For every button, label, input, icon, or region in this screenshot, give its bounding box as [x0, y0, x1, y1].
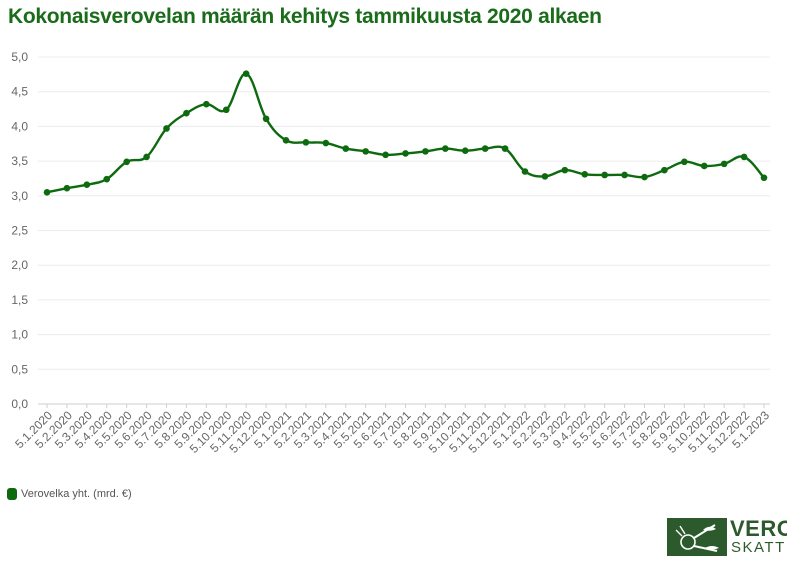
data-point[interactable] — [342, 145, 350, 152]
series-layer — [43, 70, 768, 196]
line-chart: 0,0 0,5 1,0 1,5 2,0 2,5 3,0 3,5 4,0 4,5 5,0 5.1.20… — [11, 50, 772, 456]
data-point[interactable] — [242, 70, 250, 77]
tax-administration-emblem-icon — [667, 518, 727, 556]
data-point[interactable] — [601, 171, 608, 179]
vero-skatt-logo: VERO SKATT — [667, 516, 787, 557]
logo-word-skatt: SKATT — [731, 539, 786, 556]
x-axis-ticks: 5.1.20205.2.20205.3.20205.4.20205.5.2020… — [12, 404, 772, 456]
data-point[interactable] — [481, 145, 489, 152]
data-point[interactable] — [103, 175, 111, 183]
legend-label: Verovelka yht. (mrd. €) — [21, 488, 132, 500]
data-point[interactable] — [262, 115, 270, 123]
y-tick-label: 2,5 — [11, 224, 28, 238]
y-axis-ticks: 0,0 0,5 1,0 1,5 2,0 2,5 3,0 3,5 4,0 4,5 5,0 — [11, 50, 28, 411]
logo-word-vero: VERO — [730, 516, 787, 541]
data-point[interactable] — [621, 171, 628, 179]
data-point[interactable] — [521, 168, 529, 175]
gridlines — [38, 56, 770, 405]
data-point[interactable] — [143, 153, 150, 161]
data-point[interactable] — [302, 139, 310, 146]
data-point[interactable] — [661, 166, 668, 174]
y-tick-label: 0,5 — [11, 362, 28, 376]
data-point[interactable] — [203, 100, 210, 108]
data-point[interactable] — [740, 153, 748, 161]
data-point[interactable] — [581, 170, 589, 178]
y-tick-label: 4,0 — [11, 119, 28, 133]
legend[interactable]: Verovelka yht. (mrd. €) — [7, 488, 132, 500]
data-point[interactable] — [63, 184, 71, 192]
data-point[interactable] — [461, 147, 469, 154]
data-point[interactable] — [700, 162, 708, 170]
y-tick-label: 5,0 — [11, 50, 28, 64]
data-point[interactable] — [322, 139, 330, 147]
data-point[interactable] — [681, 158, 688, 166]
data-point[interactable] — [541, 173, 549, 180]
chart-title: Kokonaisverovelan määrän kehitys tammiku… — [8, 5, 602, 28]
data-point[interactable] — [83, 181, 91, 188]
legend-swatch — [7, 488, 17, 500]
y-tick-label: 3,0 — [11, 189, 28, 203]
data-point[interactable] — [282, 136, 290, 144]
data-point[interactable] — [43, 189, 51, 196]
y-tick-label: 1,0 — [11, 328, 28, 342]
y-tick-label: 0,0 — [11, 397, 28, 411]
y-tick-label: 3,5 — [11, 154, 28, 168]
data-point[interactable] — [123, 158, 130, 166]
data-point[interactable] — [442, 145, 449, 152]
data-point[interactable] — [362, 148, 369, 155]
data-point[interactable] — [183, 109, 190, 117]
y-tick-label: 2,0 — [11, 258, 28, 272]
data-point[interactable] — [402, 150, 409, 157]
data-point[interactable] — [641, 173, 648, 181]
data-point[interactable] — [760, 174, 768, 182]
data-point[interactable] — [422, 148, 429, 155]
data-point[interactable] — [222, 106, 230, 114]
data-point[interactable] — [720, 160, 728, 168]
y-tick-label: 1,5 — [11, 293, 28, 307]
data-point[interactable] — [501, 145, 509, 152]
data-point[interactable] — [382, 151, 389, 159]
data-point[interactable] — [561, 166, 569, 174]
data-point[interactable] — [163, 125, 170, 132]
y-tick-label: 4,5 — [11, 85, 28, 99]
